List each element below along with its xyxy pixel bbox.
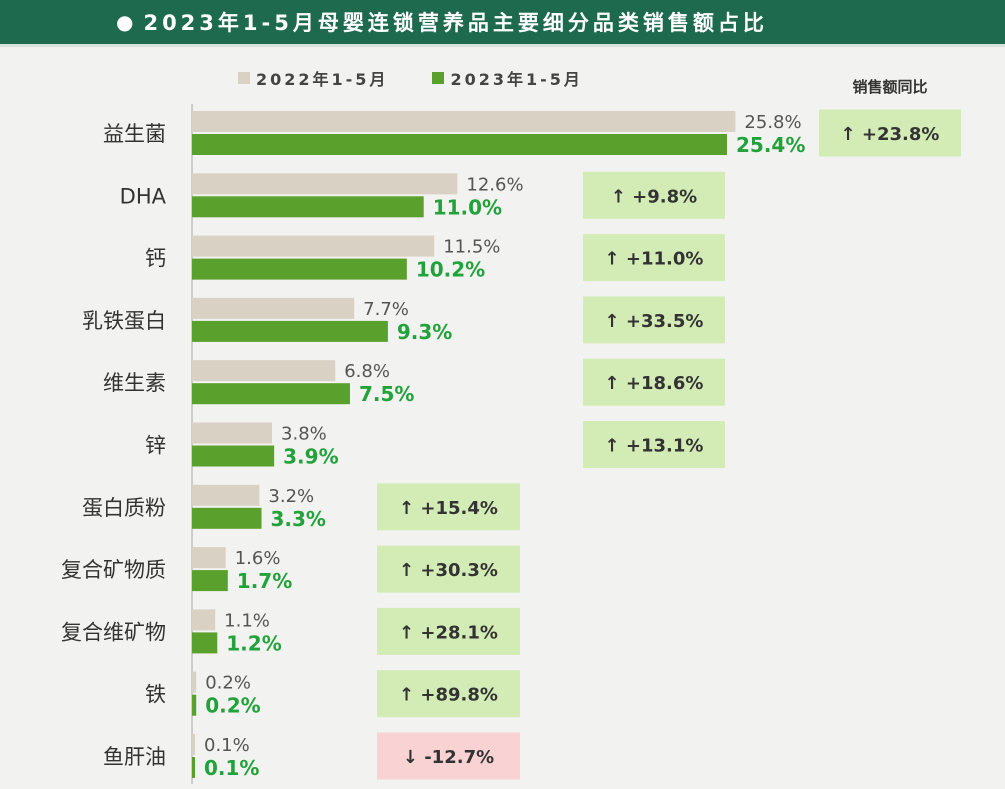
- yoy-box-up: [819, 109, 961, 157]
- yoy-label: ↑ +33.5%: [605, 311, 704, 332]
- yoy-box-up: [583, 171, 725, 219]
- bar-label-2023: 9.3%: [397, 320, 452, 344]
- bar-label-2022: 25.8%: [744, 112, 801, 133]
- yoy-label: ↑ +13.1%: [605, 436, 704, 457]
- bar-label-2022: 1.1%: [224, 610, 270, 631]
- yoy-box-down: [377, 732, 520, 780]
- bar-2022: [192, 422, 273, 444]
- bar-2023: [192, 383, 350, 405]
- yoy-box-up: [377, 483, 520, 531]
- yoy-label: ↑ +9.8%: [611, 186, 697, 207]
- bar-label-2022: 3.8%: [281, 424, 327, 445]
- legend-item-2023: 2023年1-5月: [432, 66, 582, 90]
- yoy-box-up: [377, 545, 520, 593]
- title-bullet-icon: ●: [116, 10, 134, 34]
- bar-label-2022: 0.2%: [205, 673, 251, 694]
- yoy-box-up: [583, 296, 725, 344]
- bar-label-2023: 10.2%: [416, 258, 485, 282]
- bar-label-2023: 1.7%: [237, 569, 292, 593]
- bar-label-2023: 1.2%: [226, 631, 281, 655]
- category-label: 复合维矿物: [61, 620, 166, 644]
- category-label: 铁: [145, 683, 166, 707]
- category-label: 锌: [145, 434, 166, 458]
- yoy-label: ↑ +28.1%: [399, 622, 498, 643]
- yoy-box-up: [377, 670, 520, 718]
- legend-swatch-2023: [432, 72, 445, 84]
- bar-2023: [192, 258, 407, 280]
- bar-label-2023: 3.3%: [271, 507, 326, 531]
- bar-2023: [192, 757, 195, 778]
- category-label: 益生菌: [103, 122, 166, 146]
- legend-label-2022: 2022年1-5月: [256, 70, 389, 89]
- bar-label-2022: 12.6%: [466, 174, 523, 195]
- category-label: 鱼肝油: [103, 745, 166, 769]
- yoy-label: ↑ +30.3%: [399, 560, 498, 581]
- legend-swatch-2022: [238, 72, 250, 84]
- category-label: DHA: [120, 184, 167, 208]
- bar-label-2022: 6.8%: [344, 361, 390, 382]
- bar-label-2023: 7.5%: [359, 382, 414, 406]
- bar-2023: [192, 445, 275, 467]
- bar-label-2023: 25.4%: [736, 133, 805, 157]
- bar-2022: [192, 671, 197, 693]
- bar-2023: [192, 570, 228, 592]
- bar-label-2023: 0.2%: [205, 694, 260, 718]
- title-bar: ● 2023年1-5月母婴连锁营养品主要细分品类销售额占比: [0, 0, 1005, 47]
- bar-2022: [192, 360, 336, 382]
- bar-2023: [192, 320, 388, 342]
- category-label: 乳铁蛋白: [82, 309, 166, 333]
- bar-label-2023: 11.0%: [433, 195, 502, 219]
- bar-2023: [192, 632, 218, 654]
- bar-label-2022: 11.5%: [443, 237, 500, 258]
- bar-2023: [192, 196, 424, 218]
- bar-2022: [192, 734, 195, 755]
- bar-label-2023: 3.9%: [283, 445, 338, 469]
- bar-label-2022: 3.2%: [268, 486, 314, 507]
- bar-2022: [192, 111, 736, 132]
- bar-label-2022: 1.6%: [235, 548, 281, 569]
- bar-2022: [192, 484, 260, 506]
- yoy-label: ↑ +11.0%: [605, 249, 704, 270]
- category-label: 钙: [145, 247, 166, 271]
- bar-2022: [192, 547, 226, 569]
- bar-2023: [192, 134, 727, 155]
- yoy-box-up: [583, 421, 725, 468]
- yoy-label: ↑ +18.6%: [605, 373, 704, 394]
- bar-2022: [192, 173, 458, 195]
- category-label: 复合矿物质: [61, 558, 166, 582]
- yoy-label: ↑ +23.8%: [841, 124, 940, 145]
- legend: 2022年1-5月 2023年1-5月: [238, 66, 583, 90]
- legend-label-2023: 2023年1-5月: [450, 70, 583, 89]
- bar-2023: [192, 694, 197, 716]
- bar-2022: [192, 235, 435, 257]
- bar-label-2023: 0.1%: [204, 756, 259, 780]
- yoy-label: ↑ +15.4%: [399, 498, 498, 519]
- yoy-box-up: [583, 358, 725, 406]
- bar-label-2022: 7.7%: [363, 299, 409, 320]
- bar-2022: [192, 609, 216, 631]
- yoy-box-up: [377, 607, 520, 655]
- bar-label-2022: 0.1%: [204, 735, 250, 756]
- bar-2023: [192, 507, 262, 529]
- yoy-label: ↑ +89.8%: [399, 685, 498, 706]
- category-label: 蛋白质粉: [82, 496, 166, 520]
- yoy-label: ↓ -12.7%: [403, 747, 494, 768]
- yoy-header: 销售额同比: [852, 78, 928, 96]
- yoy-box-up: [583, 234, 725, 282]
- category-label: 维生素: [103, 371, 166, 395]
- chart-title: 2023年1-5月母婴连锁营养品主要细分品类销售额占比: [143, 11, 768, 35]
- legend-item-2022: 2022年1-5月: [238, 66, 388, 90]
- bar-2022: [192, 297, 355, 319]
